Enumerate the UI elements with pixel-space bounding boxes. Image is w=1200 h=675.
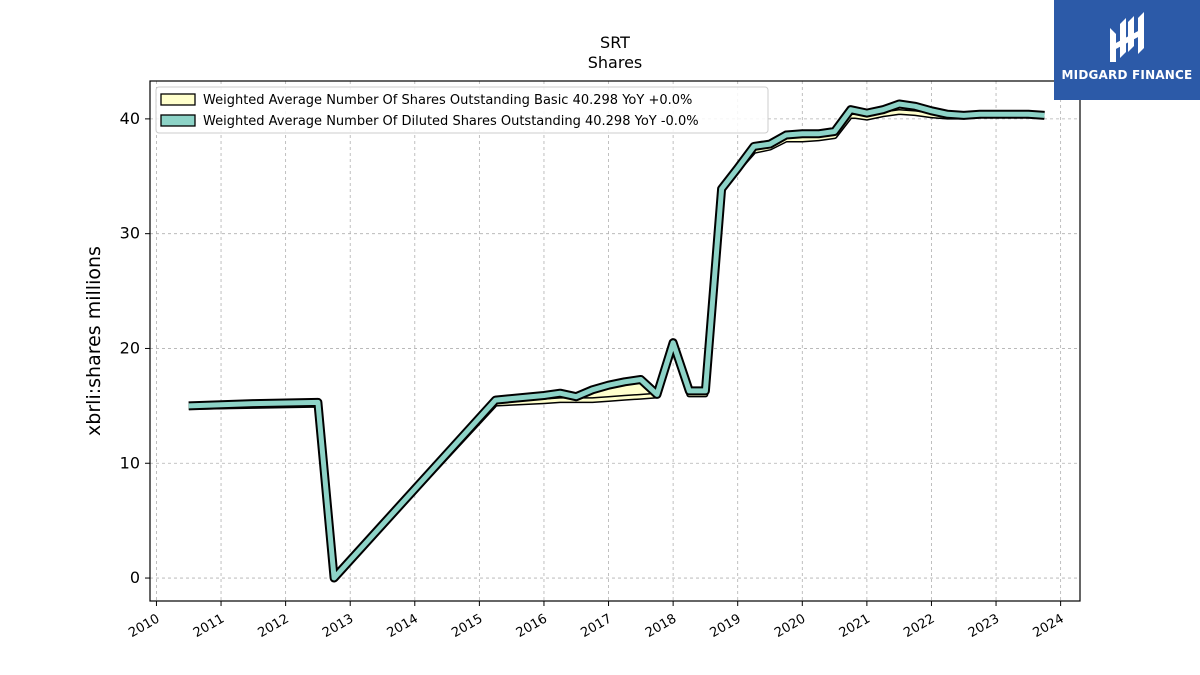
y-tick-label: 40 — [120, 109, 140, 128]
brand-name: MIDGARD FINANCE — [1061, 68, 1193, 82]
midgard-logo-icon — [1110, 12, 1144, 62]
x-tick-label: 2022 — [901, 611, 937, 641]
y-tick-label: 10 — [120, 453, 140, 472]
x-tick-label: 2012 — [255, 611, 291, 641]
series-basic-line — [188, 110, 1045, 580]
x-tick-label: 2010 — [126, 611, 162, 641]
x-tick-label: 2014 — [385, 611, 421, 641]
legend-box — [155, 86, 769, 134]
legend-label-basic: Weighted Average Number Of Shares Outsta… — [203, 93, 692, 108]
series-basic-outline — [188, 109, 1045, 581]
legend-label-diluted: Weighted Average Number Of Diluted Share… — [203, 114, 699, 129]
y-axis: 0 10 20 30 40 — [120, 109, 150, 587]
legend: Weighted Average Number Of Shares Outsta… — [155, 86, 769, 134]
x-tick-label: 2018 — [643, 611, 679, 641]
series-diluted-line — [188, 101, 1045, 581]
x-tick-label: 2023 — [966, 611, 1002, 641]
chart-subtitle: Shares — [588, 53, 643, 72]
x-tick-label: 2020 — [772, 611, 808, 641]
plot-frame — [149, 80, 1081, 602]
x-tick-label: 2016 — [514, 611, 550, 641]
brand-logo: MIDGARD FINANCE — [1054, 0, 1200, 100]
y-axis-label: xbrli:shares millions — [83, 246, 105, 436]
grid — [150, 81, 1080, 601]
x-tick-label: 2019 — [708, 611, 744, 641]
x-axis: 2010 2011 2012 2013 2014 2015 2016 2017 2018 2019… — [126, 601, 1067, 641]
x-tick-label: 2021 — [837, 611, 873, 641]
x-tick-label: 2011 — [191, 611, 227, 641]
legend-swatch-diluted — [160, 114, 196, 127]
series-diluted-outline — [188, 99, 1045, 583]
y-tick-label: 20 — [120, 338, 140, 357]
y-tick-label: 30 — [120, 224, 140, 243]
y-tick-label: 0 — [130, 568, 140, 587]
x-tick-label: 2017 — [578, 611, 614, 641]
chart-title: SRT — [600, 33, 630, 52]
x-tick-label: 2013 — [320, 611, 356, 641]
x-tick-label: 2015 — [449, 611, 485, 641]
x-tick-label: 2024 — [1030, 611, 1066, 641]
legend-swatch-basic — [160, 93, 196, 106]
plot-series — [188, 99, 1045, 583]
series-band-fill — [188, 104, 1045, 578]
